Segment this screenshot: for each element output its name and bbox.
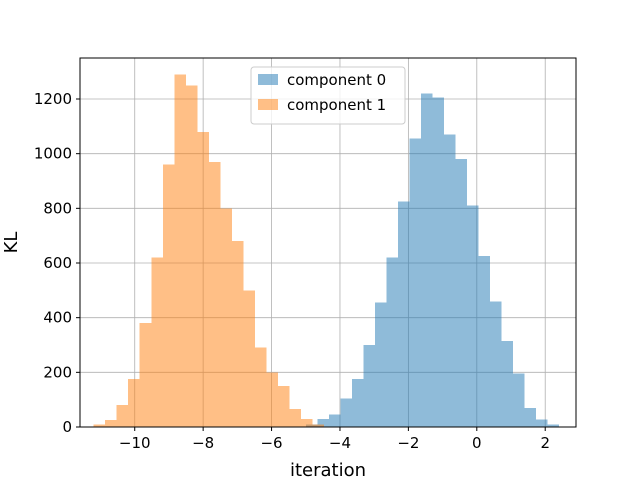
histogram-bar-component-1	[116, 405, 129, 427]
histogram-bar-component-1	[174, 74, 186, 428]
histogram-bar-component-0	[547, 424, 560, 427]
histogram-bar-component-1	[208, 161, 221, 427]
histogram-bar-component-1	[128, 379, 140, 427]
histogram-bar-component-1	[312, 424, 324, 427]
x-tick-label: 2	[540, 434, 550, 452]
histogram-bar-component-1	[105, 420, 117, 427]
histogram-bar-component-0	[489, 301, 502, 427]
histogram-bar-component-1	[289, 409, 301, 427]
histogram-bar-component-1	[277, 386, 290, 427]
x-axis-label: iteration	[290, 460, 366, 480]
histogram-bar-component-0	[363, 345, 375, 427]
histogram-bar-component-0	[478, 256, 490, 427]
y-tick-label: 1200	[34, 90, 72, 108]
histogram-bar-component-1	[243, 290, 255, 427]
x-tick-label: 0	[472, 434, 482, 452]
legend-label-component-1: component 1	[287, 96, 386, 114]
y-axis-label: KL	[1, 232, 22, 254]
histogram-bar-component-0	[409, 138, 421, 427]
y-tick-label: 200	[43, 363, 72, 381]
y-tick-label: 800	[43, 199, 72, 217]
histogram-bar-component-1	[93, 424, 106, 427]
x-tick-label: −4	[329, 434, 351, 452]
histogram-bar-component-0	[386, 257, 398, 427]
legend-swatch-component-0	[258, 74, 278, 85]
histogram-bar-component-0	[536, 419, 548, 427]
histogram-bar-component-0	[317, 418, 329, 427]
plot-frame	[79, 57, 577, 428]
x-tick-label: −2	[397, 434, 419, 452]
histogram-bar-component-0	[432, 97, 444, 427]
histogram-bar-component-1	[197, 131, 209, 428]
x-tick-label: −8	[192, 434, 214, 452]
legend-box	[250, 66, 406, 125]
legend: component 0 component 1	[250, 66, 406, 125]
legend-swatch-component-1	[258, 99, 278, 110]
histogram-bar-component-1	[300, 418, 313, 427]
histogram-bar-component-0	[501, 340, 514, 427]
histogram-bar-component-0	[513, 373, 525, 427]
histogram-bar-component-1	[231, 241, 244, 427]
y-tick-label: 1000	[34, 145, 72, 163]
histogram-bar-component-0	[420, 93, 433, 428]
histogram-bar-component-1	[266, 372, 278, 427]
y-tick-label: 0	[62, 418, 72, 436]
histogram-bar-component-0	[351, 379, 364, 427]
histogram-bar-component-0	[443, 134, 456, 428]
histogram-bar-component-1	[162, 164, 175, 427]
histogram-bar-component-0	[455, 159, 467, 427]
x-tick-label: −6	[260, 434, 282, 452]
x-tick-label: −10	[119, 434, 151, 452]
histogram-bar-component-1	[185, 85, 198, 427]
histogram-bar-component-1	[139, 323, 152, 427]
histogram-bar-component-0	[466, 205, 479, 427]
histogram-bar-component-0	[374, 302, 387, 427]
histogram-bar-component-1	[151, 257, 163, 427]
histogram-bar-component-0	[340, 398, 352, 427]
histogram-bar-component-1	[254, 347, 267, 427]
histogram-bar-component-0	[524, 407, 537, 427]
histogram-bar-component-0	[397, 201, 410, 427]
histogram-bar-component-1	[220, 208, 232, 427]
histogram-bar-component-0	[328, 414, 341, 427]
histogram-bars	[93, 74, 560, 428]
axis-ticks: −10 −8 −6 −4 −2 0 2 0 200 400 600 800 1000 1200	[34, 90, 550, 452]
y-tick-label: 600	[43, 254, 72, 272]
legend-label-component-0: component 0	[287, 71, 386, 89]
y-tick-label: 400	[43, 309, 72, 327]
